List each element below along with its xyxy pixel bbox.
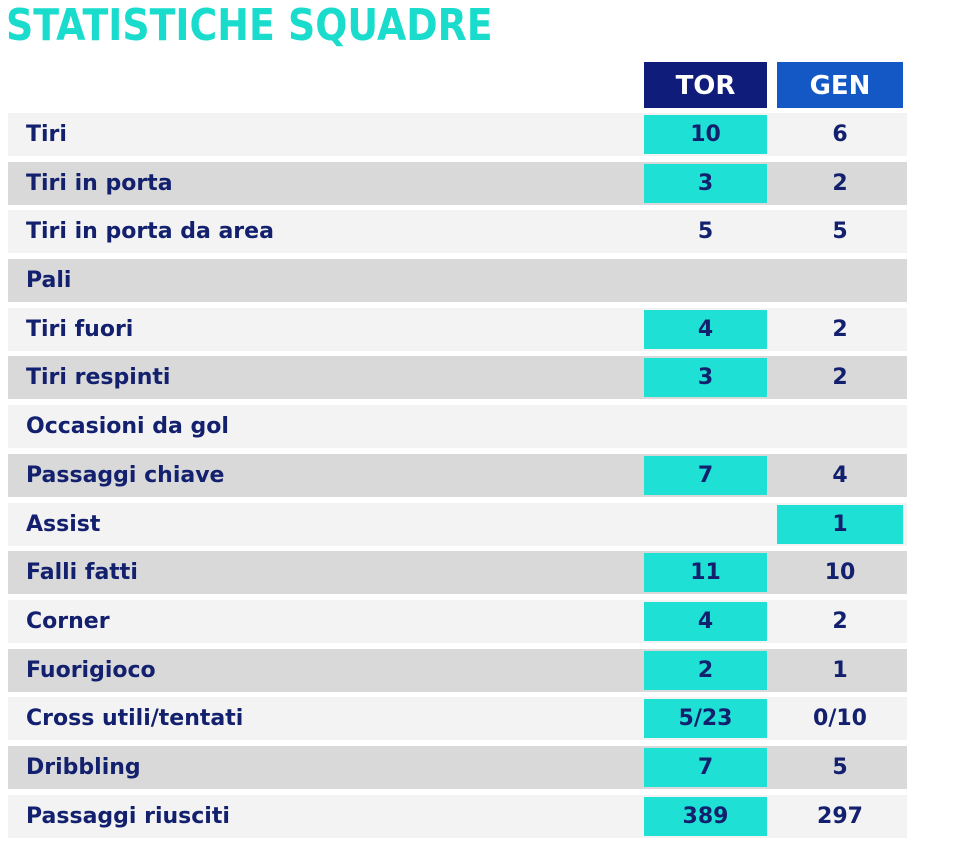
home-team-header: TOR: [644, 62, 767, 108]
home-value: 4: [644, 309, 767, 349]
stats-table: Tiri 10 6 Tiri in porta 3 2 Tiri in porta da a…: [8, 113, 907, 843]
stat-label: Assist: [26, 511, 101, 537]
stat-label: Tiri in porta: [26, 170, 173, 196]
stat-label: Occasioni da gol: [26, 414, 229, 440]
home-value: [644, 261, 767, 300]
home-value: 10: [644, 115, 767, 154]
stat-label: Tiri in porta da area: [26, 219, 274, 245]
away-value: 2: [832, 316, 848, 342]
stat-label: Passaggi chiave: [26, 462, 225, 488]
stat-row: Tiri in porta 3 2: [8, 161, 907, 205]
home-value: 3: [644, 358, 767, 398]
stat-row: Tiri fuori 4 2: [8, 307, 907, 351]
stat-row: Cross utili/tentati 5/23 0/10: [8, 697, 907, 741]
stat-label: Cross utili/tentati: [26, 706, 244, 732]
away-value: [777, 407, 903, 446]
stat-label: Tiri fuori: [26, 316, 134, 342]
stat-label: Passaggi riusciti: [26, 803, 230, 829]
away-value: 5: [832, 754, 848, 780]
stat-label: Tiri: [26, 122, 67, 147]
away-value: 2: [832, 608, 848, 634]
stat-label: Fuorigioco: [26, 657, 156, 683]
stat-row: Tiri in porta da area 5 5: [8, 210, 907, 254]
away-value: 2: [832, 170, 848, 196]
stat-row: Passaggi riusciti 389 297: [8, 794, 907, 838]
stat-row: Tiri 10 6: [8, 113, 907, 156]
away-value: 2: [832, 365, 848, 391]
stat-label: Pali: [26, 268, 72, 294]
home-value: 7: [644, 747, 767, 787]
away-team-header: GEN: [777, 62, 903, 108]
home-value: 389: [644, 796, 767, 836]
away-value: 297: [817, 803, 863, 829]
home-value: 2: [644, 650, 767, 690]
away-value: 6: [832, 122, 848, 147]
home-value: [644, 505, 767, 544]
page-title: STATISTICHE SQUADRE: [6, 0, 493, 51]
away-value: 5: [832, 219, 848, 245]
home-value: 4: [644, 601, 767, 641]
away-value: 1: [777, 504, 903, 544]
stat-row: Dribbling 7 5: [8, 745, 907, 789]
stat-label: Tiri respinti: [26, 365, 171, 391]
home-value: 7: [644, 455, 767, 495]
stat-label: Corner: [26, 608, 110, 634]
home-value: 5/23: [644, 699, 767, 739]
away-value: [777, 261, 903, 300]
stat-row: Fuorigioco 2 1: [8, 648, 907, 692]
home-value: 5: [697, 219, 714, 245]
away-value: 4: [832, 462, 848, 488]
stat-row: Tiri respinti 3 2: [8, 356, 907, 400]
stat-row: Corner 4 2: [8, 599, 907, 643]
home-value: 3: [644, 163, 767, 203]
stat-row: Falli fatti 11 10: [8, 551, 907, 595]
away-value: 10: [824, 560, 856, 586]
home-value: 11: [644, 553, 767, 593]
home-value: [644, 407, 767, 446]
stat-row: Passaggi chiave 7 4: [8, 453, 907, 497]
stat-label: Falli fatti: [26, 560, 138, 586]
stat-row: Assist 1: [8, 502, 907, 546]
stat-label: Dribbling: [26, 754, 141, 780]
stat-row: Pali: [8, 259, 907, 303]
away-value: 0/10: [813, 706, 867, 732]
stat-row: Occasioni da gol: [8, 405, 907, 449]
away-value: 1: [832, 657, 848, 683]
